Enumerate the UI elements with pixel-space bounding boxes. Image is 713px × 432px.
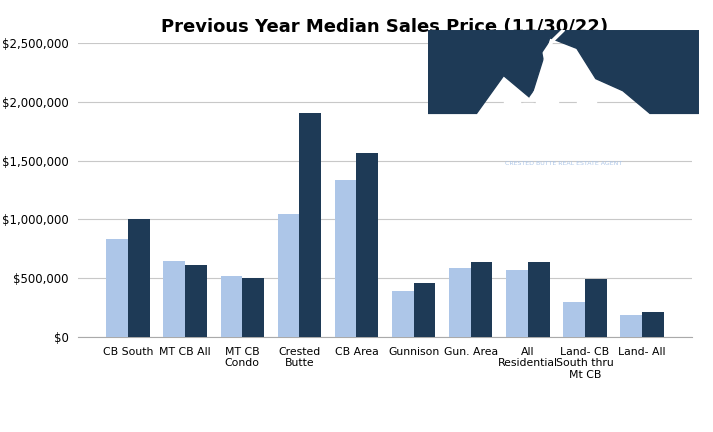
Bar — [449, 268, 471, 337]
Bar — [185, 265, 207, 337]
Bar — [106, 239, 128, 337]
Bar — [277, 213, 299, 337]
Bar — [471, 262, 493, 337]
Bar — [163, 260, 185, 337]
Text: CRESTED BUTTE REAL ESTATE AGENT: CRESTED BUTTE REAL ESTATE AGENT — [505, 161, 622, 166]
Bar — [503, 97, 520, 115]
Bar — [585, 279, 607, 337]
Bar — [560, 105, 574, 115]
Bar — [414, 283, 435, 337]
Bar — [392, 291, 414, 337]
Bar — [577, 97, 596, 115]
Bar — [642, 312, 664, 337]
Title: Previous Year Median Sales Price (11/30/22): Previous Year Median Sales Price (11/30/… — [161, 18, 609, 36]
Bar — [563, 302, 585, 337]
Bar — [356, 153, 378, 337]
Bar — [220, 276, 242, 337]
Polygon shape — [428, 30, 699, 114]
Bar — [242, 278, 264, 337]
Bar — [523, 103, 533, 115]
Bar — [335, 180, 356, 337]
Bar — [506, 270, 528, 337]
Bar — [536, 100, 558, 115]
Bar — [620, 315, 642, 337]
Bar — [528, 262, 550, 337]
Text: FRANK KONSELLA: FRANK KONSELLA — [504, 133, 622, 146]
Bar — [299, 112, 321, 337]
Bar — [128, 219, 150, 337]
